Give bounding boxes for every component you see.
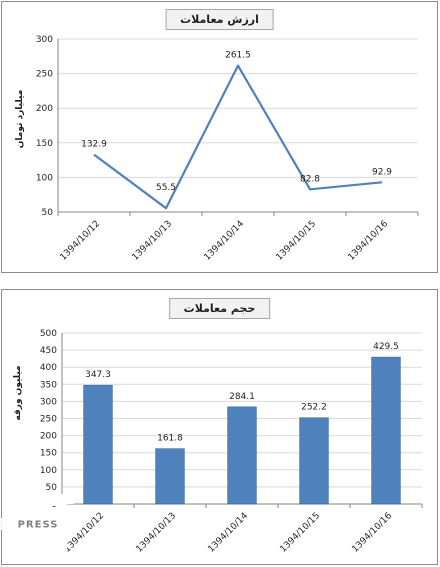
line-chart-data-label: 55.5: [156, 183, 176, 193]
line-chart-panel: ارزش معاملات میلیارد تومان 50 100 150 200 25…: [1, 1, 438, 273]
bar-chart-ytick-label: 350: [40, 380, 57, 390]
bar-chart-xtick-label: 1394/10/15: [278, 511, 322, 555]
line-chart-data-label: 132.9: [81, 140, 107, 150]
bar-chart-ytick-label: 200: [40, 432, 57, 442]
bar-chart-ytick-label: 400: [40, 363, 57, 373]
bar-chart-ytick-label: 150: [40, 449, 57, 459]
line-chart-xtick-label: 1394/10/15: [274, 219, 318, 263]
bar-chart-ytick-label: 300: [40, 397, 57, 407]
line-chart-ytick-label: 100: [36, 173, 53, 183]
line-chart-data-label: 261.5: [225, 51, 251, 61]
line-chart-ytick-label: 50: [42, 208, 54, 218]
bar-chart-plot: 0 50 100 150 200 250 300 350 400 450 500 1394/10/12…: [40, 329, 423, 555]
line-chart-series-line: [93, 64, 383, 210]
line-chart-ytick-label: 300: [36, 35, 53, 45]
bar-chart-ytick-label: 500: [40, 329, 57, 339]
bar-chart-title: حجم معاملات: [168, 298, 271, 319]
line-chart-data-label: 92.9: [372, 167, 392, 177]
bar-chart-ytick-label: 0: [51, 500, 57, 510]
line-chart-ytick-label: 200: [36, 104, 53, 114]
bar-chart-xtick-label: 1394/10/14: [206, 511, 250, 555]
bar-chart-ytick-label: 100: [40, 466, 57, 476]
bar-chart-ytick-label: 50: [46, 483, 58, 493]
bar-chart-bar: [83, 384, 113, 505]
bar-chart-panel: حجم معاملات میلیون ورقه 0 50 100 150 200 250 3…: [1, 289, 438, 565]
bar-chart-bar: [227, 406, 257, 505]
bar-chart-xtick-label: 1394/10/13: [134, 511, 178, 555]
bar-chart-xtick-label: 1394/10/16: [350, 511, 394, 555]
bar-chart-bar: [371, 356, 401, 505]
bar-chart-bar: [155, 448, 185, 505]
bar-chart-ytick-label: 450: [40, 346, 57, 356]
bar-chart-ytick-label: 250: [40, 415, 57, 425]
line-chart-xtick-label: 1394/10/12: [58, 219, 102, 263]
line-chart-plot: 50 100 150 200 250 300 1394/10/12 1394/10/13 139…: [36, 35, 419, 263]
bar-chart-data-label: 429.5: [373, 342, 399, 352]
bar-chart-data-label: 347.3: [85, 370, 111, 380]
bar-chart-data-label: 284.1: [229, 392, 255, 402]
line-chart-xtick-label: 1394/10/16: [346, 219, 390, 263]
bar-chart-data-label: 252.2: [301, 403, 327, 413]
bar-chart-bar: [299, 417, 329, 505]
bar-chart-data-label: 161.8: [157, 434, 183, 444]
line-chart-ytick-label: 250: [36, 70, 53, 80]
line-chart-ytick-label: 150: [36, 139, 53, 149]
bar-chart-xtick-label: 1394/10/12: [62, 511, 106, 555]
line-chart-data-label: 82.8: [300, 174, 320, 184]
line-chart-xtick-label: 1394/10/14: [202, 219, 246, 263]
line-chart-title: ارزش معاملات: [165, 9, 274, 30]
line-chart-xtick-label: 1394/10/13: [130, 219, 174, 263]
